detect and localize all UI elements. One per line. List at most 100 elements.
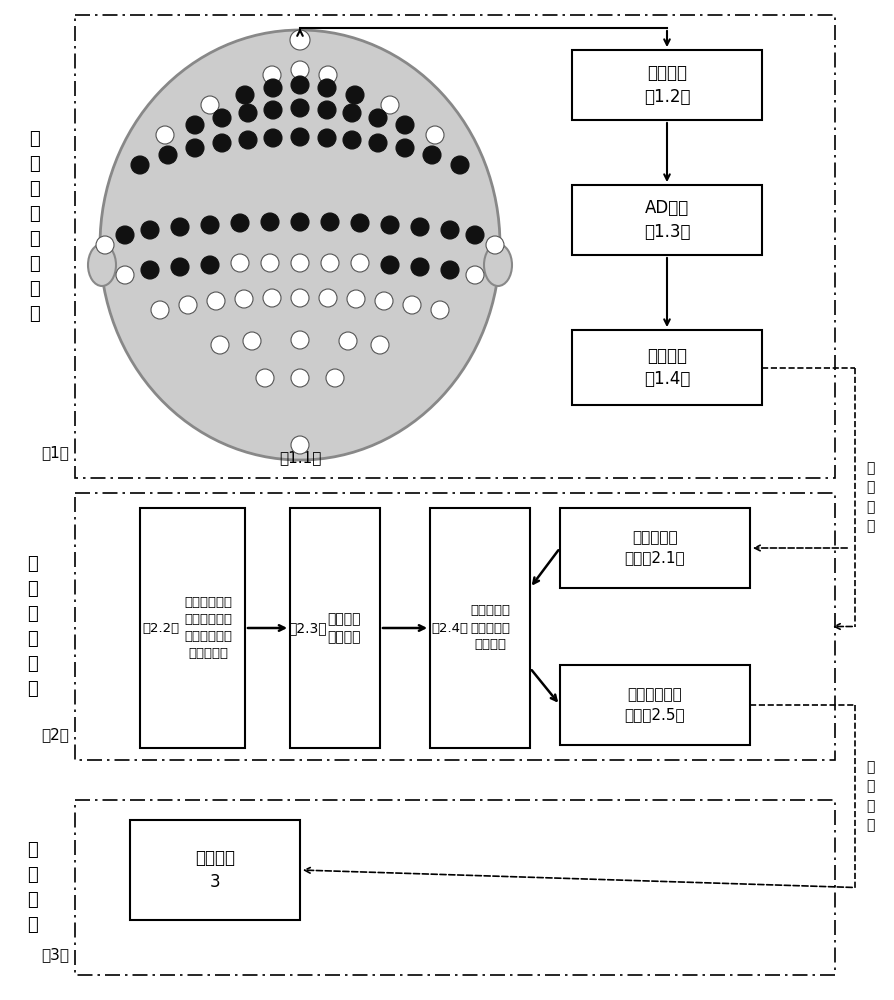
Circle shape xyxy=(141,261,159,279)
Text: 训练好的神
经网络模型
进行预测: 训练好的神 经网络模型 进行预测 xyxy=(470,604,510,652)
Circle shape xyxy=(321,213,339,231)
Circle shape xyxy=(291,369,309,387)
Circle shape xyxy=(243,332,261,350)
Text: 临床术后康复
患者脑电信号
及术后脑电信
号的预处理: 临床术后康复 患者脑电信号 及术后脑电信 号的预处理 xyxy=(184,596,232,660)
Text: 脑电信号时
频图（2.1）: 脑电信号时 频图（2.1） xyxy=(625,531,686,565)
Circle shape xyxy=(231,254,249,272)
Text: 无
线
传
输: 无 线 传 输 xyxy=(865,760,874,832)
Circle shape xyxy=(411,258,429,276)
Text: 无
线
传
输: 无 线 传 输 xyxy=(865,461,874,533)
Circle shape xyxy=(291,76,309,94)
Circle shape xyxy=(141,221,159,239)
Circle shape xyxy=(451,156,469,174)
Circle shape xyxy=(343,131,361,149)
Circle shape xyxy=(261,213,279,231)
Circle shape xyxy=(291,289,309,307)
Circle shape xyxy=(375,292,393,310)
Circle shape xyxy=(381,256,399,274)
Circle shape xyxy=(441,261,459,279)
Circle shape xyxy=(201,96,219,114)
Circle shape xyxy=(431,301,449,319)
Circle shape xyxy=(319,66,337,84)
Circle shape xyxy=(426,126,444,144)
Text: （1）: （1） xyxy=(41,446,69,460)
Circle shape xyxy=(291,61,309,79)
Circle shape xyxy=(186,139,204,157)
Circle shape xyxy=(291,254,309,272)
Circle shape xyxy=(441,221,459,239)
Text: AD转换
（1.3）: AD转换 （1.3） xyxy=(644,199,690,241)
Circle shape xyxy=(256,369,274,387)
Circle shape xyxy=(291,436,309,454)
Circle shape xyxy=(96,236,114,254)
Circle shape xyxy=(116,226,134,244)
Circle shape xyxy=(351,254,369,272)
Bar xyxy=(130,820,300,920)
Circle shape xyxy=(131,156,149,174)
Circle shape xyxy=(239,104,257,122)
Text: 训练神经
网络算法: 训练神经 网络算法 xyxy=(327,612,361,644)
Circle shape xyxy=(486,236,504,254)
Circle shape xyxy=(263,289,281,307)
Circle shape xyxy=(239,131,257,149)
Circle shape xyxy=(263,66,281,84)
Circle shape xyxy=(156,126,174,144)
Bar xyxy=(75,15,835,478)
Text: （2.2）: （2.2） xyxy=(142,621,180,635)
Text: 信
号
分
析
处
理: 信 号 分 析 处 理 xyxy=(27,555,38,698)
Circle shape xyxy=(396,139,414,157)
Circle shape xyxy=(396,116,414,134)
Bar xyxy=(75,493,835,760)
Ellipse shape xyxy=(88,244,116,286)
Circle shape xyxy=(291,213,309,231)
Circle shape xyxy=(291,128,309,146)
Circle shape xyxy=(116,266,134,284)
Bar xyxy=(430,508,530,748)
Circle shape xyxy=(201,216,219,234)
Circle shape xyxy=(261,254,279,272)
Text: （2.3）: （2.3） xyxy=(289,621,327,635)
Bar xyxy=(290,508,380,748)
Bar xyxy=(560,665,750,745)
Circle shape xyxy=(343,104,361,122)
Ellipse shape xyxy=(100,30,500,460)
Circle shape xyxy=(207,292,225,310)
Circle shape xyxy=(381,216,399,234)
Text: （1.1）: （1.1） xyxy=(279,450,321,466)
Circle shape xyxy=(213,134,231,152)
Circle shape xyxy=(159,146,177,164)
Circle shape xyxy=(318,79,336,97)
Circle shape xyxy=(236,86,254,104)
Circle shape xyxy=(318,129,336,147)
Circle shape xyxy=(264,101,282,119)
Bar xyxy=(572,330,762,405)
Circle shape xyxy=(466,266,484,284)
Ellipse shape xyxy=(484,244,512,286)
Circle shape xyxy=(171,218,189,236)
Text: 接收终端
3: 接收终端 3 xyxy=(195,849,235,891)
Text: 接
收
终
端: 接 收 终 端 xyxy=(27,841,38,934)
Circle shape xyxy=(291,331,309,349)
Bar xyxy=(75,800,835,975)
Circle shape xyxy=(211,336,229,354)
Text: 微处理器
（1.4）: 微处理器 （1.4） xyxy=(644,347,690,388)
Bar xyxy=(560,508,750,588)
Text: 脑
电
信
号
采
集
前
端: 脑 电 信 号 采 集 前 端 xyxy=(30,130,40,323)
Circle shape xyxy=(318,101,336,119)
Circle shape xyxy=(411,218,429,236)
Text: （3）: （3） xyxy=(41,948,69,962)
Circle shape xyxy=(381,96,399,114)
Circle shape xyxy=(346,86,364,104)
Circle shape xyxy=(369,109,387,127)
Circle shape xyxy=(264,129,282,147)
Text: （2）: （2） xyxy=(41,728,69,742)
Bar xyxy=(572,185,762,255)
Circle shape xyxy=(231,214,249,232)
Circle shape xyxy=(291,99,309,117)
Text: 模拟前端
（1.2）: 模拟前端 （1.2） xyxy=(644,64,690,106)
Circle shape xyxy=(351,214,369,232)
Bar xyxy=(572,50,762,120)
Text: （2.4）: （2.4） xyxy=(432,621,468,635)
Circle shape xyxy=(264,79,282,97)
Circle shape xyxy=(201,256,219,274)
